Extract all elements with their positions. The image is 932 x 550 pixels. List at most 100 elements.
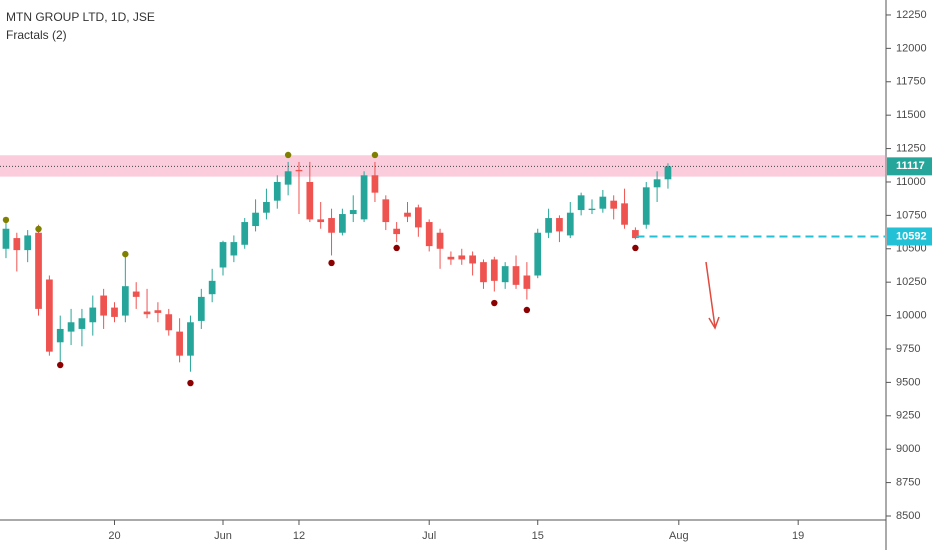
- candle-body: [121, 286, 129, 316]
- candle-body: [371, 175, 379, 193]
- candle-body: [295, 169, 303, 172]
- arrow-head: [708, 316, 720, 330]
- candle-body: [610, 200, 618, 209]
- y-tick-label: 12000: [896, 42, 927, 54]
- last-price-box: [887, 157, 932, 176]
- fractal-down: [491, 299, 498, 307]
- candle-body: [100, 295, 108, 316]
- candle-body: [35, 232, 42, 309]
- fractal-up: [35, 225, 42, 233]
- candle-body: [317, 219, 325, 223]
- candle-body: [566, 212, 574, 236]
- indicator-label: Fractals (2): [6, 28, 67, 42]
- x-tick-label: Jun: [214, 530, 232, 542]
- candle-body: [534, 232, 542, 276]
- candle-body: [78, 318, 86, 329]
- candle-body: [46, 279, 53, 352]
- candle-body: [197, 296, 205, 321]
- arrow-annotation: [705, 261, 720, 330]
- fractal-down: [523, 306, 531, 314]
- resistance-zone: [0, 155, 885, 177]
- candle-body: [556, 218, 563, 232]
- axes: 8500875090009250950097501000010250105001…: [108, 9, 932, 542]
- candle-body: [67, 322, 75, 332]
- candle-body: [230, 242, 238, 256]
- candle-body: [621, 203, 628, 225]
- level-box: [887, 227, 932, 246]
- y-tick-label: 10000: [896, 309, 927, 321]
- candle-body: [56, 328, 64, 343]
- candle-body: [512, 266, 520, 285]
- fractal-down: [393, 244, 400, 252]
- candle-body: [523, 275, 531, 289]
- y-tick-label: 11000: [896, 176, 926, 188]
- candle-body: [176, 331, 183, 356]
- y-tick-label: 10500: [896, 243, 927, 255]
- y-tick-label: 9250: [896, 410, 920, 422]
- arrow-shaft: [705, 261, 716, 328]
- fractal-up: [2, 216, 10, 224]
- fractal-down: [187, 379, 194, 387]
- candle-body: [328, 218, 335, 233]
- candle-body: [642, 187, 650, 225]
- candle-body: [501, 266, 509, 283]
- chart-title: MTN GROUP LTD, 1D, JSE: [6, 10, 155, 24]
- fractal-down: [328, 259, 335, 267]
- candle-body: [2, 228, 10, 249]
- candle-body: [154, 310, 162, 313]
- candle-body: [339, 214, 346, 233]
- y-tick-label: 8500: [896, 510, 920, 522]
- candle-body: [653, 179, 661, 188]
- candle-body: [132, 291, 140, 297]
- candle-body: [393, 228, 401, 235]
- candle-body: [187, 322, 194, 356]
- level-label: 10592: [896, 230, 927, 242]
- x-tick-label: 15: [532, 530, 544, 542]
- candle-body: [208, 280, 216, 295]
- candle-body: [458, 255, 466, 260]
- y-tick-label: 12250: [896, 9, 927, 21]
- x-tick-label: 20: [108, 530, 120, 542]
- x-tick-label: 12: [293, 530, 305, 542]
- fractal-up: [284, 151, 292, 159]
- y-tick-label: 11500: [896, 109, 926, 121]
- x-tick-label: 19: [792, 530, 804, 542]
- fractal-down: [57, 361, 64, 369]
- candle-body: [545, 218, 552, 233]
- candle-body: [360, 175, 368, 220]
- y-tick-label: 11250: [896, 142, 926, 154]
- candle-body: [273, 181, 281, 201]
- candle-body: [480, 262, 487, 283]
- y-tick-label: 10750: [896, 209, 927, 221]
- candle-body: [252, 212, 259, 227]
- candle-body: [263, 202, 270, 213]
- fractal-down: [632, 244, 639, 252]
- candle-body: [425, 222, 433, 247]
- last-price-label: 11117: [896, 160, 925, 172]
- candle-body: [588, 208, 596, 211]
- candle-body: [306, 181, 314, 220]
- candle-body: [436, 232, 444, 249]
- candle-body: [349, 210, 357, 215]
- zone-layer: [0, 155, 885, 177]
- plot: [0, 151, 885, 387]
- y-tick-label: 10250: [896, 276, 927, 288]
- candle-body: [219, 242, 227, 268]
- candle-body: [382, 199, 390, 223]
- candle-body: [404, 212, 411, 217]
- candle-body: [490, 259, 498, 281]
- candle-body: [143, 311, 151, 315]
- candle-body: [13, 238, 21, 251]
- y-tick-label: 8750: [896, 476, 920, 488]
- candle-body: [632, 230, 639, 239]
- candle-body: [111, 307, 118, 317]
- candle-body: [165, 314, 173, 331]
- y-tick-label: 11750: [896, 76, 926, 88]
- candle-body: [469, 255, 476, 264]
- fractal-up: [371, 151, 379, 159]
- candle-body: [89, 307, 97, 323]
- candle-body: [414, 207, 422, 228]
- candle-body: [241, 222, 249, 245]
